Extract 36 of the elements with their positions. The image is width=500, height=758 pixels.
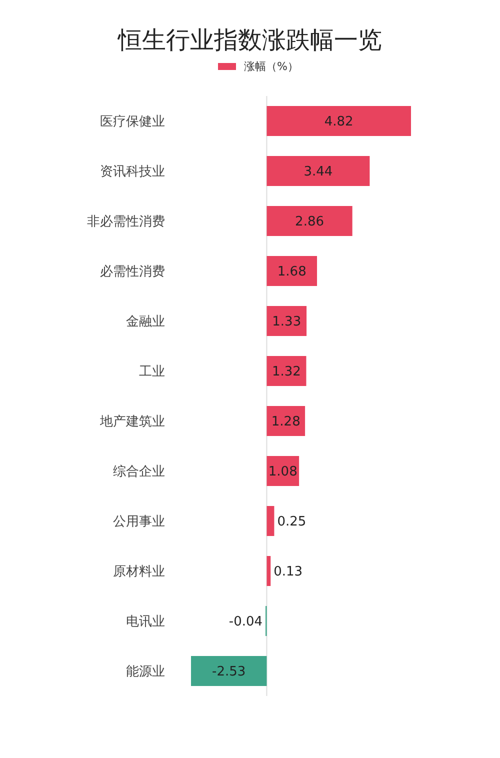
bar [266, 256, 318, 286]
bar [266, 356, 306, 386]
chart-title: 恒生行业指数涨跌幅一览 [117, 26, 382, 54]
legend-label: 涨幅（%） [244, 60, 298, 73]
data-label: 1.33 [272, 314, 302, 330]
bar [266, 206, 352, 236]
y-tick-label: 金融业 [126, 314, 165, 330]
bar [266, 506, 274, 536]
y-tick-label: 电讯业 [126, 614, 165, 630]
data-label: 0.25 [277, 514, 306, 530]
y-tick-label: 公用事业 [113, 514, 165, 530]
bar [191, 656, 267, 686]
data-label: -0.04 [228, 614, 263, 630]
data-label: -2.53 [212, 664, 246, 680]
data-label: 0.13 [274, 564, 303, 580]
y-tick-label: 医疗保健业 [100, 114, 165, 130]
bar [266, 106, 411, 136]
y-tick-label: 综合企业 [113, 464, 165, 480]
data-label: 1.08 [268, 464, 298, 480]
y-tick-label: 工业 [139, 364, 165, 380]
data-label: 1.68 [277, 264, 306, 280]
bar [266, 556, 271, 586]
bar [266, 406, 306, 436]
bar [266, 156, 370, 186]
data-label: 1.32 [272, 364, 301, 380]
data-label: 3.44 [304, 164, 333, 180]
y-tick-label: 原材料业 [113, 564, 165, 580]
y-tick-label: 必需性消费 [100, 264, 165, 280]
data-label: 4.82 [324, 114, 354, 130]
y-tick-label: 地产建筑业 [99, 414, 165, 430]
data-label: 1.28 [271, 414, 300, 430]
y-tick-label: 非必需性消费 [87, 214, 165, 230]
bar [266, 306, 307, 336]
data-label: 2.86 [295, 214, 324, 230]
y-tick-label: 能源业 [126, 664, 165, 680]
y-tick-label: 资讯科技业 [100, 164, 165, 180]
